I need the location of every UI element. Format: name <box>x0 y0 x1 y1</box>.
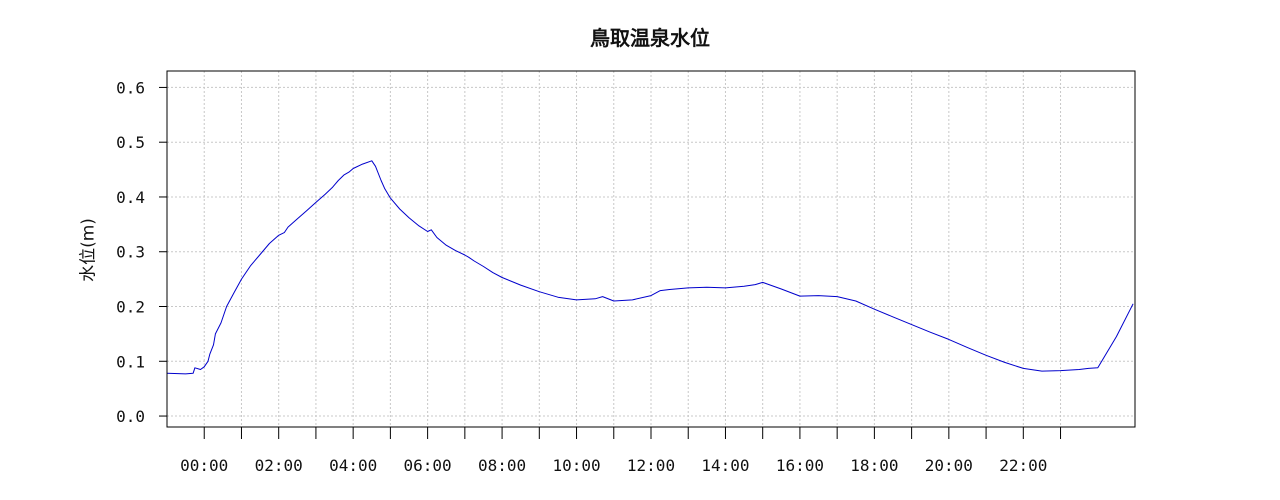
series-group <box>166 160 1134 375</box>
series-line <box>166 160 1134 375</box>
x-tick-label: 16:00 <box>776 456 824 475</box>
x-tick-label: 02:00 <box>255 456 303 475</box>
y-tick-label: 0.2 <box>116 298 145 317</box>
x-tick-label: 06:00 <box>404 456 452 475</box>
x-tick-label: 04:00 <box>329 456 377 475</box>
y-tick-label: 0.6 <box>116 78 145 97</box>
x-tick-label: 00:00 <box>180 456 228 475</box>
x-tick-label: 14:00 <box>701 456 749 475</box>
axes: 0.0 0.1 0.2 0.3 0.4 0.5 0.6 00:00 02:00 04:00 06:0… <box>116 78 1062 475</box>
chart-title: 鳥取温泉水位 <box>590 26 710 50</box>
plot-frame <box>166 70 1136 428</box>
y-tick-label: 0.0 <box>116 407 145 426</box>
x-tick-label: 20:00 <box>925 456 973 475</box>
x-tick-label: 22:00 <box>999 456 1047 475</box>
grid-lines <box>167 71 1135 427</box>
y-tick-label: 0.4 <box>116 188 145 207</box>
x-tick-label: 12:00 <box>627 456 675 475</box>
y-tick-label: 0.1 <box>116 352 145 371</box>
x-tick-label: 18:00 <box>850 456 898 475</box>
x-tick-label: 08:00 <box>478 456 526 475</box>
y-tick-label: 0.5 <box>116 133 145 152</box>
x-tick-label: 10:00 <box>552 456 600 475</box>
y-tick-label: 0.3 <box>116 243 145 262</box>
